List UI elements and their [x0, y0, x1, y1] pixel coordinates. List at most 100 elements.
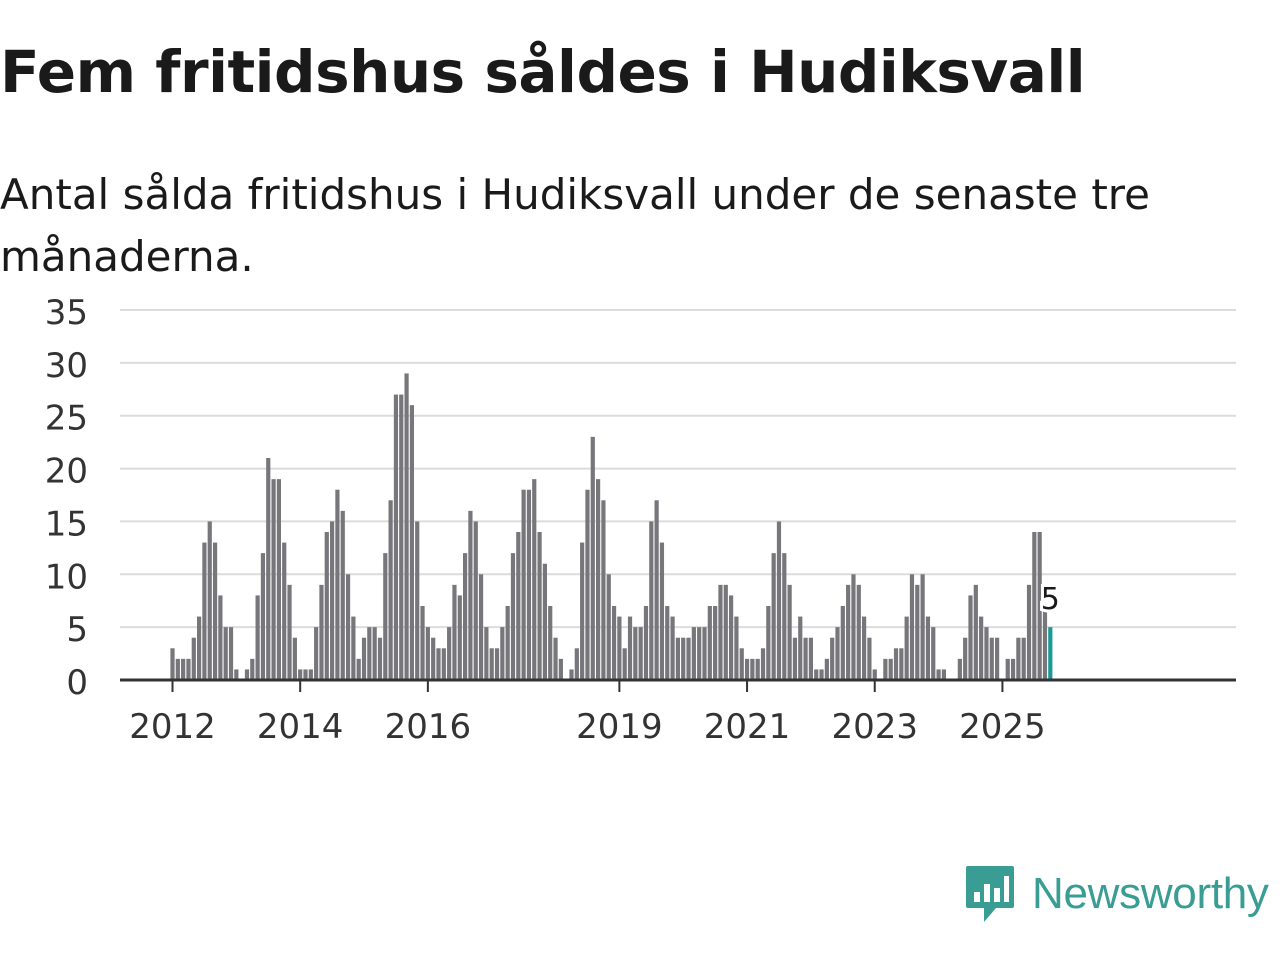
- bar: [968, 595, 973, 680]
- bar: [457, 595, 462, 680]
- bar: [904, 616, 909, 680]
- bar: [420, 606, 425, 680]
- bar: [787, 584, 792, 680]
- x-tick-label: 2014: [257, 707, 344, 747]
- bar: [510, 553, 516, 680]
- bar: [351, 616, 356, 680]
- bar: [266, 458, 271, 680]
- bar: [218, 595, 223, 680]
- bar: [298, 669, 303, 680]
- bar: [505, 606, 510, 680]
- bar: [558, 658, 563, 680]
- bar: [888, 658, 893, 680]
- bar: [335, 489, 340, 680]
- bar: [840, 606, 845, 680]
- bar: [330, 521, 335, 680]
- bar: [1005, 658, 1010, 680]
- bar: [367, 627, 372, 680]
- bar: [590, 436, 595, 680]
- bar: [814, 669, 819, 680]
- y-tick-label: 15: [45, 504, 88, 544]
- bar: [409, 405, 414, 680]
- bar: [867, 637, 872, 680]
- bar: [276, 479, 281, 680]
- bar: [643, 606, 649, 680]
- bar: [963, 637, 968, 680]
- bar: [856, 584, 861, 680]
- bar: [957, 658, 962, 680]
- bar: [707, 606, 712, 680]
- bar: [686, 637, 691, 680]
- bar: [404, 373, 409, 680]
- bar: [893, 648, 899, 680]
- bar: [212, 542, 218, 680]
- brand-name: Newsworthy: [1032, 869, 1269, 918]
- y-tick-label: 20: [45, 452, 88, 492]
- bars: [170, 373, 1053, 680]
- bar: [760, 648, 766, 680]
- bar: [915, 584, 920, 680]
- bar: [223, 627, 228, 680]
- newsworthy-brand[interactable]: Newsworthy: [964, 864, 1269, 924]
- bar: [766, 606, 771, 680]
- bar: [1010, 658, 1016, 680]
- bar: [830, 637, 835, 680]
- bar: [931, 627, 936, 680]
- bar: [798, 616, 803, 680]
- bar: [255, 595, 260, 680]
- bar: [665, 606, 670, 680]
- bar: [723, 584, 728, 680]
- bar: [569, 669, 574, 680]
- bar: [388, 500, 393, 680]
- bar: [899, 648, 904, 680]
- bar: [649, 521, 654, 680]
- bar: [478, 574, 484, 680]
- bar: [872, 669, 877, 680]
- bar: [627, 616, 633, 680]
- bar-highlight: [1048, 627, 1053, 680]
- bar: [739, 648, 744, 680]
- bar: [447, 627, 452, 680]
- bar: [808, 637, 813, 680]
- bar: [191, 637, 196, 680]
- bar: [792, 637, 798, 680]
- bar: [436, 648, 441, 680]
- bar: [862, 616, 867, 680]
- y-tick-label: 25: [45, 399, 88, 439]
- bar: [324, 532, 329, 680]
- bar: [606, 574, 611, 680]
- bar: [596, 479, 601, 680]
- bar: [585, 489, 590, 680]
- bar: [851, 574, 856, 680]
- bar: [521, 489, 526, 680]
- highlight-value-label: 5: [1041, 582, 1060, 617]
- bar: [675, 637, 680, 680]
- bar: [633, 627, 638, 680]
- bar: [361, 637, 367, 680]
- bar: [415, 521, 420, 680]
- bar: [670, 616, 675, 680]
- bar: [303, 669, 308, 680]
- bar: [1016, 637, 1021, 680]
- bar: [452, 584, 457, 680]
- bar: [548, 606, 553, 680]
- bar: [175, 658, 180, 680]
- bar: [340, 510, 345, 680]
- bar: [654, 500, 659, 680]
- bar: [271, 479, 276, 680]
- bar: [824, 658, 829, 680]
- bar: [372, 627, 377, 680]
- page-title: Fem fritidshus såldes i Hudiksvall: [0, 38, 1086, 106]
- bar: [691, 627, 696, 680]
- bar: [681, 637, 686, 680]
- bar: [920, 574, 925, 680]
- bar: [580, 542, 585, 680]
- bar: [744, 658, 750, 680]
- bar: [718, 584, 723, 680]
- bar: [883, 658, 888, 680]
- bar: [308, 669, 313, 680]
- y-tick-label: 35: [45, 293, 88, 333]
- bar: [574, 648, 579, 680]
- x-tick-label: 2021: [704, 707, 791, 747]
- bar: [282, 542, 287, 680]
